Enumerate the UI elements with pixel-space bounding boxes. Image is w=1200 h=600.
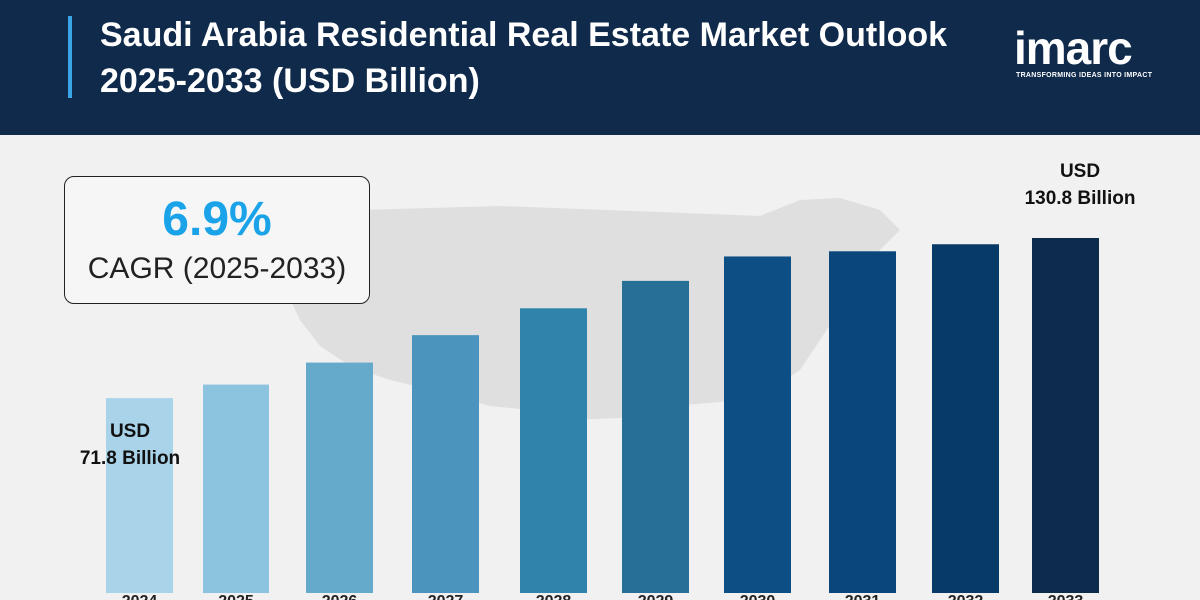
bar-2032 — [932, 244, 999, 593]
x-tick-label-2025: 2025 — [218, 593, 254, 600]
start-currency: USD — [109, 421, 151, 442]
title-accent-bar — [68, 16, 72, 98]
cagr-value: 6.9% — [162, 193, 272, 246]
page-title: Saudi Arabia Residential Real Estate Mar… — [100, 12, 1000, 104]
x-tick-label-2030: 2030 — [740, 593, 776, 600]
bar-2028 — [520, 308, 587, 593]
bar-2024 — [106, 398, 173, 593]
x-tick-label-2033: 2033 — [1048, 593, 1084, 600]
x-tick-label-2024: 2024 — [122, 593, 158, 600]
x-tick-label-2032: 2032 — [948, 593, 984, 600]
bar-2025 — [203, 384, 269, 593]
logo-wordmark: imarc — [1014, 22, 1133, 74]
bar-2029 — [622, 280, 689, 593]
title-line-2: 2025-2033 (USD Billion) — [100, 62, 480, 100]
bar-2031 — [829, 251, 896, 593]
x-tick-label-2028: 2028 — [536, 593, 572, 600]
imarc-logo: imarc TRANSFORMING IDEAS INTO IMPACT — [1012, 22, 1172, 92]
logo-tagline: TRANSFORMING IDEAS INTO IMPACT — [1016, 72, 1153, 79]
x-tick-label-2026: 2026 — [322, 593, 358, 600]
bar-2027 — [412, 335, 479, 593]
bar-2026 — [306, 362, 373, 593]
end-currency: USD — [1059, 161, 1101, 182]
end-value-annotation: USD 130.8 Billion — [1000, 158, 1160, 212]
x-tick-label-2029: 2029 — [638, 593, 674, 600]
end-amount: 130.8 Billion — [1024, 188, 1136, 209]
bar-2030 — [724, 256, 791, 593]
x-tick-label-2031: 2031 — [845, 593, 881, 600]
header-banner: Saudi Arabia Residential Real Estate Mar… — [0, 0, 1200, 135]
start-value-annotation: USD 71.8 Billion — [60, 418, 200, 472]
x-tick-label-2027: 2027 — [428, 593, 464, 600]
start-amount: 71.8 Billion — [79, 448, 181, 469]
bar-2033 — [1032, 238, 1099, 593]
cagr-callout: 6.9% CAGR (2025-2033) — [64, 176, 370, 304]
cagr-label: CAGR (2025-2033) — [87, 252, 347, 285]
title-line-1: Saudi Arabia Residential Real Estate Mar… — [100, 16, 948, 54]
